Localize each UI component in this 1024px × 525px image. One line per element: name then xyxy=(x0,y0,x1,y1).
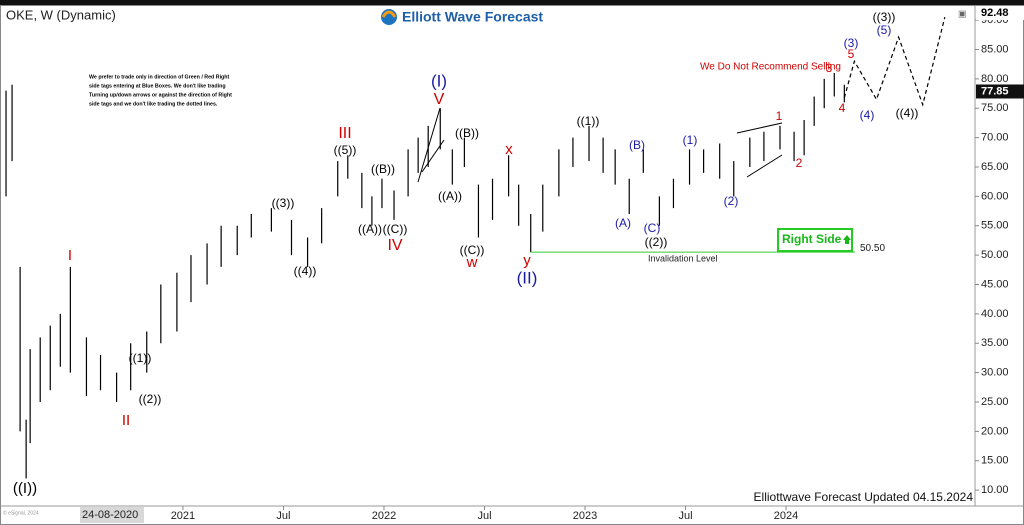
wave-label: ((A)) xyxy=(438,189,462,203)
wedge-line xyxy=(736,122,783,134)
wave-label: 4 xyxy=(839,101,846,115)
top-bar xyxy=(0,0,1024,5)
projection-path xyxy=(843,17,946,107)
price-tag xyxy=(976,6,1024,20)
wave-label: ((B)) xyxy=(455,126,479,140)
y-tick-label: 75.00 xyxy=(981,102,1009,114)
y-tick-label: 80.00 xyxy=(981,73,1009,85)
wave-label: (5) xyxy=(877,23,892,37)
x-tick-label: Jul xyxy=(678,510,692,522)
wave-label: ((1)) xyxy=(577,114,600,128)
y-tick-label: 40.00 xyxy=(981,308,1009,320)
wave-label: x xyxy=(505,141,513,158)
note-line: Turning up/down arrows or against the di… xyxy=(89,92,232,98)
note: We prefer to trade only in direction of … xyxy=(89,74,232,107)
y-tick-label: 70.00 xyxy=(981,132,1009,144)
wave-label: ((3)) xyxy=(272,196,295,210)
wave-label: ((5)) xyxy=(334,143,357,157)
wave-label: ((2)) xyxy=(645,235,668,249)
invalidation-text: Invalidation Level xyxy=(648,254,718,264)
wedge-line xyxy=(746,154,783,178)
y-tick-label: 45.00 xyxy=(981,278,1009,290)
wave-label: (II) xyxy=(517,268,538,287)
right-side-box[interactable] xyxy=(777,228,853,252)
wave-label: (I) xyxy=(431,71,447,90)
wave-label: ((B)) xyxy=(371,162,395,176)
y-tick-label: 30.00 xyxy=(981,367,1009,379)
y-tick-label: 10.00 xyxy=(981,484,1009,496)
wave-label: II xyxy=(122,412,130,429)
wave-label: III xyxy=(338,125,351,142)
wave-label: I xyxy=(68,247,72,264)
wave-label: IV xyxy=(387,237,402,254)
x-tick-label: Jul xyxy=(276,510,290,522)
wave-label: (C) xyxy=(644,221,661,235)
wave-label: (1) xyxy=(683,133,698,147)
x-tick-label: 2023 xyxy=(573,510,597,522)
y-tick-label: 65.00 xyxy=(981,161,1009,173)
wave-label: 5 xyxy=(848,47,855,61)
y-tick-label: 25.00 xyxy=(981,396,1009,408)
logo: Elliott Wave Forecast xyxy=(381,9,543,25)
x-tick-label: 2022 xyxy=(372,510,396,522)
note-line: We prefer to trade only in direction of … xyxy=(89,74,230,80)
wave-label: ((I)) xyxy=(13,480,37,497)
y-tick-label: 35.00 xyxy=(981,337,1009,349)
y-tick-label: 50.00 xyxy=(981,249,1009,261)
y-tick-label: 15.00 xyxy=(981,455,1009,467)
wave-label: (3) xyxy=(844,36,859,50)
wave-label: ((3)) xyxy=(873,10,896,24)
wedge-line xyxy=(417,107,441,183)
wave-label: 2 xyxy=(796,156,803,170)
panel-icon: ▣ xyxy=(958,8,967,18)
wave-label: ((C)) xyxy=(383,222,408,236)
wave-label: w xyxy=(466,254,478,271)
cursor-label: 24-08-2020 xyxy=(82,509,138,521)
wave-label: ((2)) xyxy=(139,392,162,406)
right-side-label: Right Side xyxy=(782,232,842,246)
wave-label: V xyxy=(434,91,445,108)
wave-label: (A) xyxy=(615,216,631,230)
wave-label: (2) xyxy=(724,194,739,208)
logo-arc xyxy=(381,10,397,18)
wave-label: ((4)) xyxy=(294,264,317,278)
wave-label: ((A)) xyxy=(358,222,382,236)
price-tag xyxy=(976,84,1024,99)
footer: Elliottwave Forecast Updated 04.15.2024 xyxy=(754,490,974,504)
wave-label: (B) xyxy=(629,138,645,152)
x-tick-label: 2024 xyxy=(774,510,798,522)
chart-title: OKE, W (Dynamic) xyxy=(6,7,116,22)
brand: Elliott Wave Forecast xyxy=(402,9,543,25)
wave-label: 3 xyxy=(826,61,833,75)
wave-label: ((4)) xyxy=(896,106,919,120)
wave-label: y xyxy=(523,252,531,269)
note-line: side tags entering at Blue Boxes. We don… xyxy=(89,83,226,89)
copyright: © eSignal, 2024 xyxy=(3,509,39,516)
y-tick-label: 85.00 xyxy=(981,43,1009,55)
right-side-arrow xyxy=(843,235,851,244)
wave-label: ((C)) xyxy=(460,243,485,257)
invalidation-value: 50.50 xyxy=(860,243,885,254)
wave-label: (4) xyxy=(860,108,875,122)
x-tick-label: Jul xyxy=(477,510,491,522)
price-tag-label: 92.48 xyxy=(981,7,1009,19)
price-tag-label: 77.85 xyxy=(981,85,1009,97)
wave-label: 1 xyxy=(776,109,783,123)
y-tick-label: 55.00 xyxy=(981,220,1009,232)
x-tick-label: 2021 xyxy=(171,510,195,522)
y-tick-label: 60.00 xyxy=(981,190,1009,202)
note-line: side tags and we don't like trading the … xyxy=(89,101,218,107)
y-tick-label: 20.00 xyxy=(981,425,1009,437)
wave-label: ((1)) xyxy=(129,351,152,365)
warning: We Do Not Recommend Selling xyxy=(700,62,841,73)
cursor-box xyxy=(80,507,144,523)
